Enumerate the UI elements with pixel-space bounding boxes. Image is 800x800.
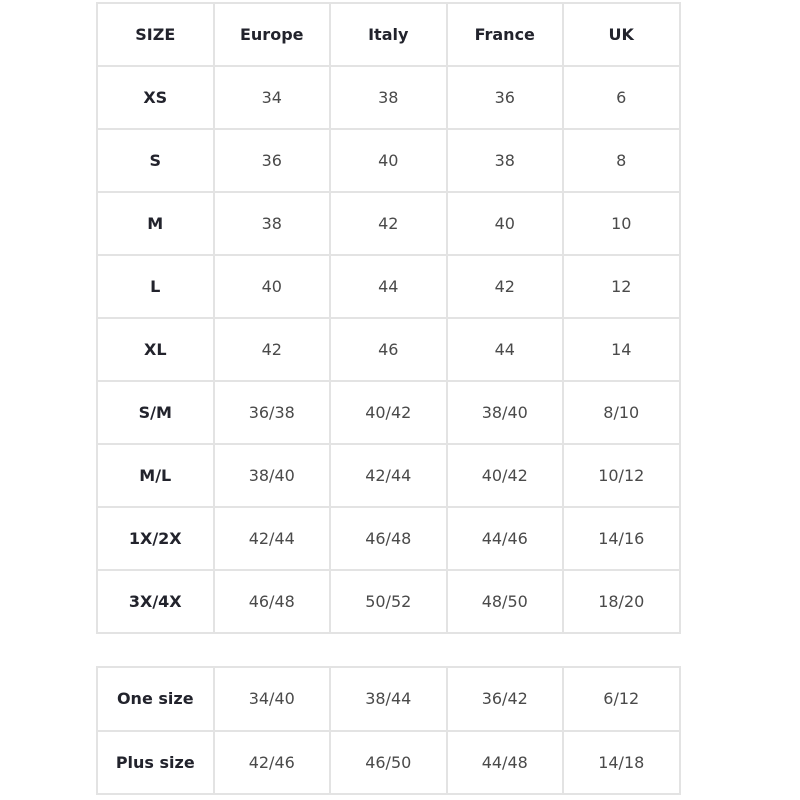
table-cell: 46/48 (212, 569, 331, 634)
row-header: Plus size (96, 729, 215, 795)
table-row: XL 42 46 44 14 (96, 317, 681, 382)
table-cell: 40 (329, 128, 448, 193)
size-conversion-table: SIZE Europe Italy France UK XS 34 38 36 6 S 36 40 38 8… (96, 2, 681, 634)
table-cell: 38/44 (329, 666, 448, 732)
one-plus-size-table: One size 34/40 38/44 36/42 6/12 Plus size 42/4… (96, 666, 681, 795)
table-row: M/L 38/40 42/44 40/42 10/12 (96, 443, 681, 508)
table-cell: 36/42 (445, 666, 564, 732)
row-header: S (96, 128, 215, 193)
table-cell: 14/18 (562, 729, 681, 795)
row-header: 3X/4X (96, 569, 215, 634)
table-cell: 38 (329, 65, 448, 130)
row-header: L (96, 254, 215, 319)
table-cell: 44/46 (445, 506, 564, 571)
table-cell: 8 (562, 128, 681, 193)
table-cell: 36/38 (212, 380, 331, 445)
table-cell: 38/40 (445, 380, 564, 445)
table-cell: 46/48 (329, 506, 448, 571)
table-cell: 38/40 (212, 443, 331, 508)
table-row: Plus size 42/46 46/50 44/48 14/18 (96, 729, 681, 795)
table-row: One size 34/40 38/44 36/42 6/12 (96, 666, 681, 732)
table-cell: 46 (329, 317, 448, 382)
table-cell: 8/10 (562, 380, 681, 445)
column-header: France (445, 2, 564, 67)
table-row: L 40 44 42 12 (96, 254, 681, 319)
header-row: SIZE Europe Italy France UK (96, 2, 681, 67)
table-row: S/M 36/38 40/42 38/40 8/10 (96, 380, 681, 445)
table-cell: 36 (445, 65, 564, 130)
table-cell: 12 (562, 254, 681, 319)
table-row: M 38 42 40 10 (96, 191, 681, 256)
table-cell: 34 (212, 65, 331, 130)
table-row: S 36 40 38 8 (96, 128, 681, 193)
table-cell: 44 (445, 317, 564, 382)
table-cell: 10 (562, 191, 681, 256)
table-row: XS 34 38 36 6 (96, 65, 681, 130)
table-cell: 36 (212, 128, 331, 193)
row-header: M (96, 191, 215, 256)
table-cell: 42/46 (212, 729, 331, 795)
table-cell: 18/20 (562, 569, 681, 634)
table-cell: 40 (212, 254, 331, 319)
table-cell: 38 (212, 191, 331, 256)
table-cell: 44 (329, 254, 448, 319)
column-header: Italy (329, 2, 448, 67)
row-header: One size (96, 666, 215, 732)
table-cell: 42 (329, 191, 448, 256)
table-cell: 40/42 (329, 380, 448, 445)
row-header: XS (96, 65, 215, 130)
table-cell: 42 (212, 317, 331, 382)
column-header: Europe (212, 2, 331, 67)
table-cell: 6 (562, 65, 681, 130)
column-header: UK (562, 2, 681, 67)
table-cell: 6/12 (562, 666, 681, 732)
row-header: M/L (96, 443, 215, 508)
table-cell: 40 (445, 191, 564, 256)
column-header: SIZE (96, 2, 215, 67)
table-cell: 48/50 (445, 569, 564, 634)
row-header: S/M (96, 380, 215, 445)
table-cell: 42 (445, 254, 564, 319)
row-header: XL (96, 317, 215, 382)
table-row: 1X/2X 42/44 46/48 44/46 14/16 (96, 506, 681, 571)
table-cell: 14/16 (562, 506, 681, 571)
table-cell: 40/42 (445, 443, 564, 508)
table-cell: 50/52 (329, 569, 448, 634)
table-row: 3X/4X 46/48 50/52 48/50 18/20 (96, 569, 681, 634)
row-header: 1X/2X (96, 506, 215, 571)
table-cell: 44/48 (445, 729, 564, 795)
table-cell: 42/44 (212, 506, 331, 571)
table-cell: 46/50 (329, 729, 448, 795)
table-cell: 10/12 (562, 443, 681, 508)
table-cell: 42/44 (329, 443, 448, 508)
table-cell: 14 (562, 317, 681, 382)
table-cell: 34/40 (212, 666, 331, 732)
table-cell: 38 (445, 128, 564, 193)
